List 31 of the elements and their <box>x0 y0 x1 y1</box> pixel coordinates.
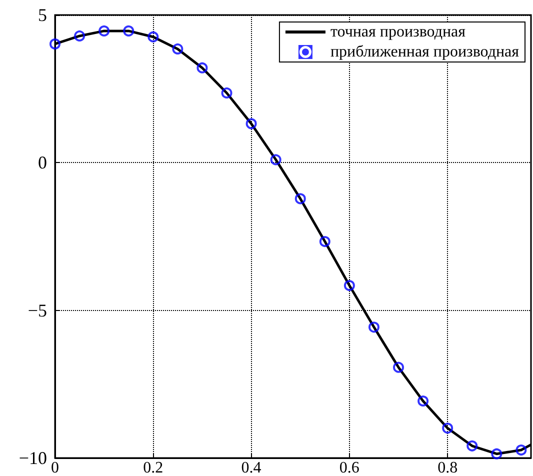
point <box>221 87 232 98</box>
point <box>516 444 527 456</box>
point <box>368 322 380 333</box>
point <box>294 193 306 204</box>
point <box>148 31 159 42</box>
point <box>344 280 355 292</box>
y-tick-label: 5 <box>38 5 47 25</box>
x-tick-label: 0.8 <box>438 460 458 476</box>
point <box>50 38 60 50</box>
point <box>491 448 502 460</box>
x-tick-label: 0.4 <box>241 460 262 476</box>
x-tick-label: 0 <box>51 460 59 476</box>
point <box>418 396 429 406</box>
legend-label: точная производная <box>330 24 466 40</box>
y-tick-label: −10 <box>18 448 47 468</box>
point <box>98 25 110 36</box>
x-tick-label: 0.2 <box>143 460 164 476</box>
point <box>319 236 330 248</box>
point <box>442 422 454 434</box>
point <box>466 440 478 452</box>
x-tick-label: 0.6 <box>339 460 360 476</box>
point <box>270 154 282 166</box>
legend-label: приближенная производная <box>330 44 520 60</box>
y-tick-label: −5 <box>28 300 47 320</box>
point <box>196 62 208 74</box>
point <box>74 30 86 42</box>
y-tick-label: 0 <box>38 152 47 173</box>
point <box>393 362 404 373</box>
point <box>172 43 184 54</box>
point <box>246 118 257 130</box>
point <box>123 25 134 36</box>
